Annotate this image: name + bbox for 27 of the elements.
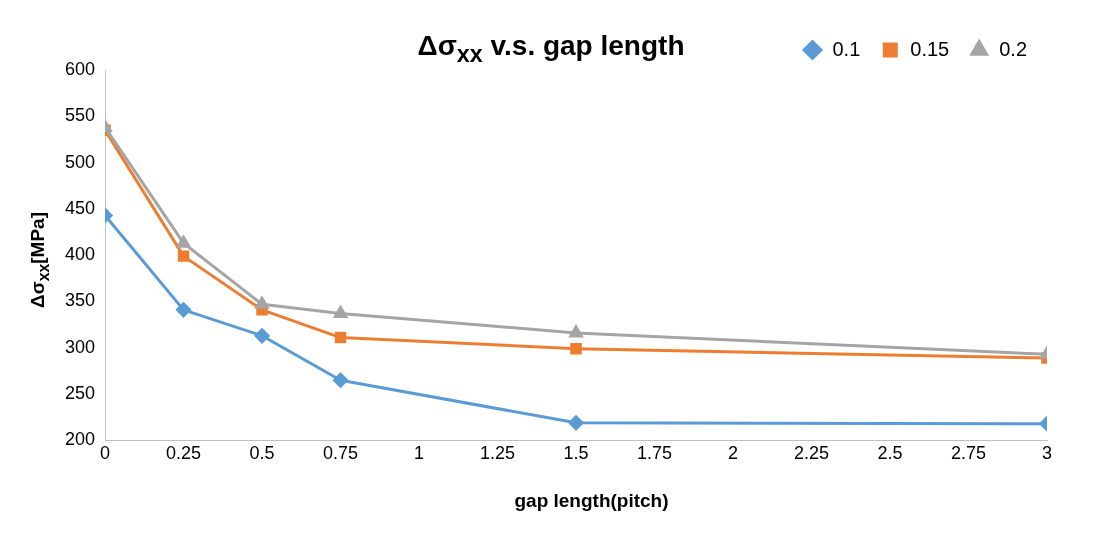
legend-label: 0.15 [910,37,950,60]
y-tick-label: 600 [64,58,96,79]
x-tick-label: 0.5 [249,443,275,464]
x-axis-title: gap length(pitch) [513,490,670,512]
x-tick-label: 0.75 [323,443,359,464]
x-tick-label: 1 [414,443,425,464]
x-tick-label: 2.25 [793,443,830,464]
x-tick-label: 1.25 [480,443,516,464]
x-tick-label: 2 [728,443,739,464]
y-tick-label: 250 [64,383,96,404]
x-tick-label: 0.25 [166,443,202,464]
y-tick-label: 300 [64,336,96,357]
y-tick-label: 350 [64,290,96,311]
y-tick-label: 200 [64,429,96,450]
y-tick-label: 400 [64,244,96,265]
legend-label: 0.2 [999,37,1028,60]
x-tick-label: 1.5 [563,443,589,464]
x-tick-label: 1.75 [636,443,673,464]
y-tick-label: 550 [64,105,96,126]
y-tick-label: 450 [64,197,96,218]
x-tick-label: 2.75 [950,443,987,464]
x-tick-label: 0 [100,443,111,464]
x-tick-label: 3 [1041,443,1053,464]
legend-label: 0.1 [832,37,861,60]
chart-title: Δσ$_{xx}$ v.s. gap length [417,30,685,67]
y-tick-label: 500 [64,151,96,172]
x-tick-label: 2.5 [877,443,903,464]
